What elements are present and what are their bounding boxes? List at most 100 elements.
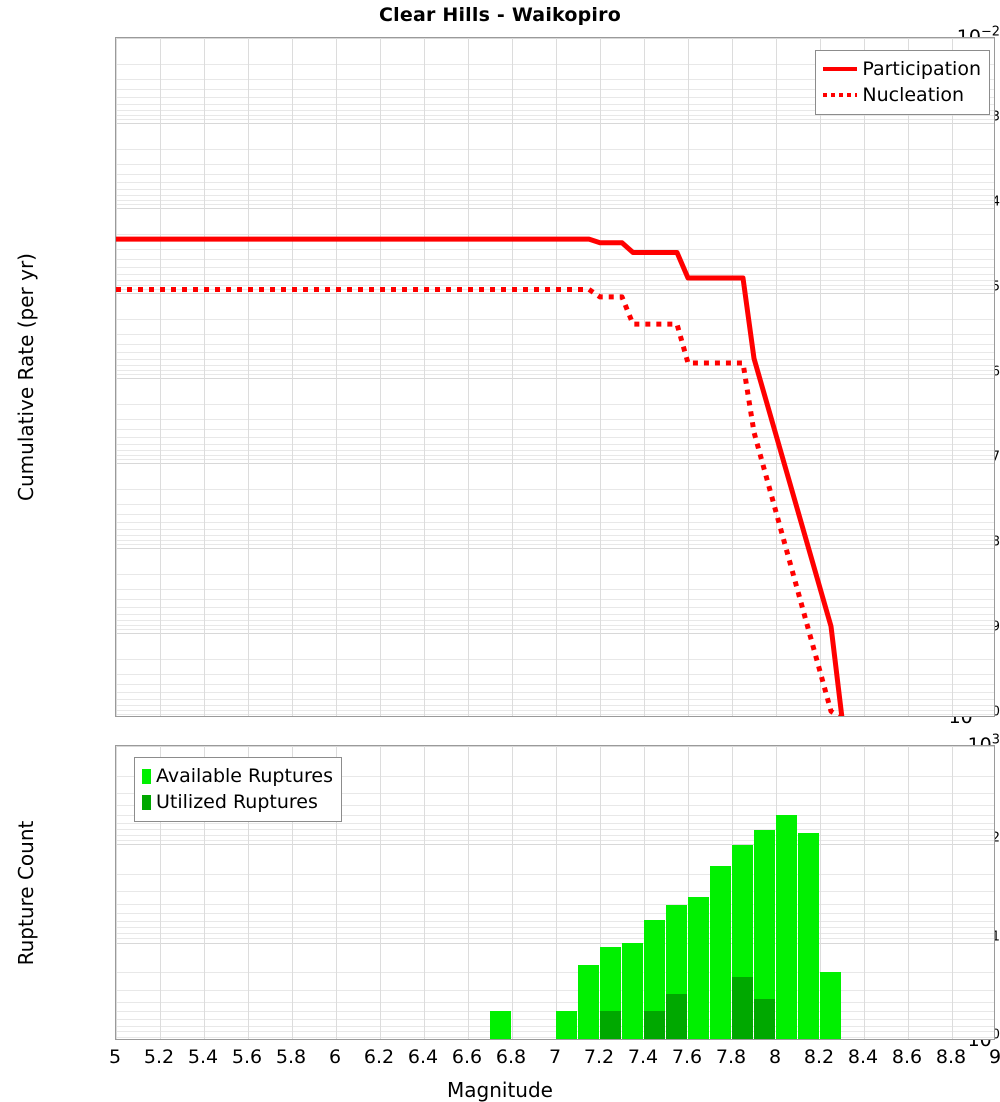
gridline-vertical (556, 746, 557, 1039)
gridline-vertical (468, 38, 469, 716)
gridline-horizontal (116, 692, 994, 693)
gridline-horizontal (116, 529, 994, 530)
gridline-vertical (116, 38, 117, 716)
gridline-horizontal (116, 943, 994, 944)
gridline-vertical (820, 38, 821, 716)
gridline-vertical (732, 38, 733, 716)
gridline-horizontal (116, 1037, 994, 1038)
x-tick-label: 5.4 (187, 1046, 219, 1068)
gridline-horizontal (116, 459, 994, 460)
gridline-horizontal (116, 904, 994, 905)
gridline-horizontal (116, 589, 994, 590)
gridline-horizontal (116, 200, 994, 201)
gridline-vertical (292, 38, 293, 716)
x-tick-label: 7 (548, 1046, 562, 1068)
gridline-horizontal (116, 522, 994, 523)
available-ruptures-bar (622, 942, 643, 1039)
gridline-vertical (908, 38, 909, 716)
gridline-horizontal (116, 1011, 994, 1012)
gridline-horizontal (116, 829, 994, 830)
gridline-horizontal (116, 625, 994, 626)
gridline-horizontal (116, 699, 994, 700)
gridline-horizontal (116, 633, 994, 634)
gridline-horizontal (116, 933, 994, 934)
gridline-vertical (688, 746, 689, 1039)
top-chart-legend[interactable]: Participation Nucleation (815, 50, 990, 115)
legend-item-utilized-ruptures[interactable]: Utilized Ruptures (142, 789, 333, 815)
x-tick-label: 5.8 (275, 1046, 307, 1068)
gridline-horizontal (116, 359, 994, 360)
gridline-horizontal (116, 705, 994, 706)
legend-label-participation: Participation (862, 57, 981, 80)
gridline-horizontal (116, 38, 994, 39)
gridline-horizontal (116, 97, 994, 98)
gridline-horizontal (116, 365, 994, 366)
gridline-horizontal (116, 504, 994, 505)
legend-item-available-ruptures[interactable]: Available Ruptures (142, 763, 333, 789)
gridline-vertical (644, 38, 645, 716)
gridline-vertical (424, 746, 425, 1039)
x-tick-label: 8.2 (803, 1046, 835, 1068)
gridline-horizontal (116, 938, 994, 939)
gridline-horizontal (116, 429, 994, 430)
gridline-horizontal (116, 164, 994, 165)
gridline-horizontal (116, 319, 994, 320)
available-ruptures-bar (490, 1011, 511, 1039)
x-tick-label: 9 (988, 1046, 1000, 1068)
gridline-vertical (204, 746, 205, 1039)
gridline-horizontal (116, 535, 994, 536)
gridline-vertical (160, 38, 161, 716)
available-ruptures-bar (578, 964, 599, 1039)
participation-line-swatch-icon (823, 67, 858, 71)
gridline-horizontal (116, 927, 994, 928)
gridline-horizontal (116, 259, 994, 260)
x-tick-label: 6.6 (451, 1046, 483, 1068)
gridline-horizontal (116, 710, 994, 711)
gridline-horizontal (116, 746, 994, 747)
gridline-horizontal (116, 913, 994, 914)
page-title: Clear Hills - Waikopiro (379, 4, 621, 26)
gridline-vertical (864, 38, 865, 716)
gridline-horizontal (116, 208, 994, 209)
bottom-chart-legend[interactable]: Available Ruptures Utilized Ruptures (134, 757, 342, 822)
gridline-horizontal (116, 921, 994, 922)
gridline-vertical (204, 38, 205, 716)
x-tick-label: 8 (768, 1046, 782, 1068)
gridline-horizontal (116, 149, 994, 150)
x-tick-label: 5.6 (231, 1046, 263, 1068)
utilized-ruptures-bar (666, 994, 687, 1039)
utilized-ruptures-swatch-icon (142, 794, 151, 810)
gridline-horizontal (116, 280, 994, 281)
gridline-horizontal (116, 285, 994, 286)
gridline-horizontal (116, 195, 994, 196)
available-ruptures-bar (710, 866, 731, 1039)
gridline-vertical (512, 38, 513, 716)
gridline-vertical (424, 38, 425, 716)
gridline-vertical (600, 38, 601, 716)
gridline-horizontal (116, 684, 994, 685)
top-chart-y-axis-label: Cumulative Rate (per yr) (14, 253, 38, 501)
gridline-horizontal (116, 89, 994, 90)
curve-participation (116, 236, 845, 716)
gridline-horizontal (116, 450, 994, 451)
gridline-horizontal (116, 110, 994, 111)
gridline-vertical (380, 746, 381, 1039)
available-ruptures-bar (732, 845, 753, 1039)
gridline-vertical (336, 746, 337, 1039)
utilized-ruptures-bar (600, 1011, 621, 1039)
legend-item-nucleation[interactable]: Nucleation (823, 82, 981, 108)
gridline-vertical (688, 38, 689, 716)
gridline-horizontal (116, 776, 994, 777)
x-tick-label: 6.4 (407, 1046, 439, 1068)
gridline-vertical (556, 38, 557, 716)
legend-label-nucleation: Nucleation (862, 83, 965, 106)
gridline-horizontal (116, 437, 994, 438)
gridline-horizontal (116, 455, 994, 456)
gridline-horizontal (116, 805, 994, 806)
gridline-horizontal (116, 793, 994, 794)
gridline-horizontal (116, 249, 994, 250)
gridline-vertical (248, 746, 249, 1039)
gridline-horizontal (116, 64, 994, 65)
gridline-vertical (776, 38, 777, 716)
legend-item-participation[interactable]: Participation (823, 56, 981, 82)
